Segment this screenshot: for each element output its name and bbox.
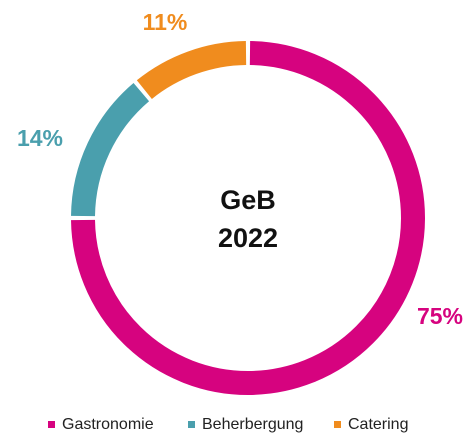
center-text: GeB — [220, 185, 276, 215]
legend-swatch — [334, 421, 341, 428]
legend-swatch — [188, 421, 195, 428]
legend-label: Beherbergung — [202, 416, 303, 433]
value-label: 75% — [417, 303, 463, 329]
value-label: 11% — [143, 9, 188, 35]
legend-label: Catering — [348, 416, 408, 433]
donut-segment — [71, 41, 425, 395]
donut-segment — [71, 82, 150, 217]
legend-swatch — [48, 421, 55, 428]
center-text: 2022 — [218, 223, 278, 253]
legend-label: Gastronomie — [62, 416, 154, 433]
donut-segment — [136, 41, 247, 100]
value-label: 14% — [17, 125, 63, 151]
